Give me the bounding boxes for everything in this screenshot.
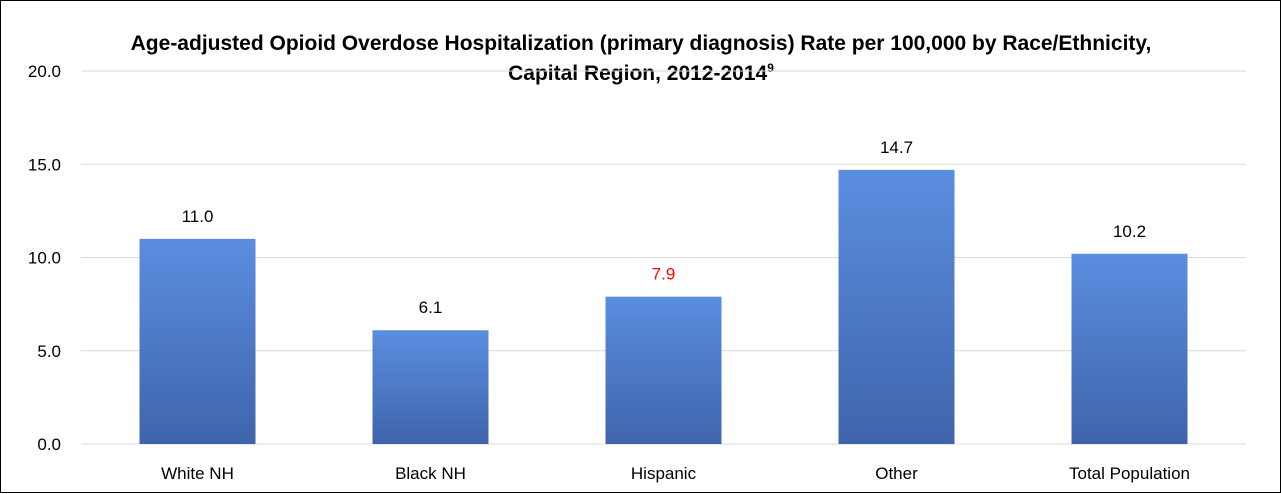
x-axis-categories: White NH Black NH Hispanic Other Total Popul…	[161, 464, 1190, 483]
chart-title: Age-adjusted Opioid Overdose Hospitaliza…	[101, 29, 1181, 89]
data-label: 10.2	[1113, 222, 1146, 241]
category-label: Black NH	[395, 464, 466, 483]
bar-total-population	[1071, 253, 1188, 444]
data-labels: 11.0 6.1 7.9 14.7 10.2	[182, 138, 1146, 317]
chart-title-footnote: 9	[767, 61, 774, 75]
data-label: 11.0	[182, 207, 214, 226]
bar-other	[838, 169, 955, 444]
data-label: 6.1	[419, 298, 443, 317]
bar-black-nh	[372, 330, 489, 444]
y-axis-ticks: 0.0 5.0 10.0 15.0 20.0	[28, 62, 61, 454]
y-tick-label: 0.0	[37, 435, 61, 454]
data-label: 14.7	[880, 138, 913, 157]
chart-title-text: Age-adjusted Opioid Overdose Hospitaliza…	[130, 32, 1152, 85]
bar-hispanic	[605, 296, 722, 444]
y-tick-label: 5.0	[37, 342, 61, 361]
y-tick-label: 15.0	[28, 155, 61, 174]
category-label: White NH	[161, 464, 234, 483]
y-tick-label: 20.0	[28, 62, 61, 81]
y-tick-label: 10.0	[28, 249, 61, 268]
bars	[139, 169, 1188, 444]
category-label: Hispanic	[631, 464, 697, 483]
bar-white-nh	[139, 238, 256, 444]
data-label: 7.9	[652, 265, 676, 284]
category-label: Total Population	[1069, 464, 1190, 483]
category-label: Other	[875, 464, 918, 483]
